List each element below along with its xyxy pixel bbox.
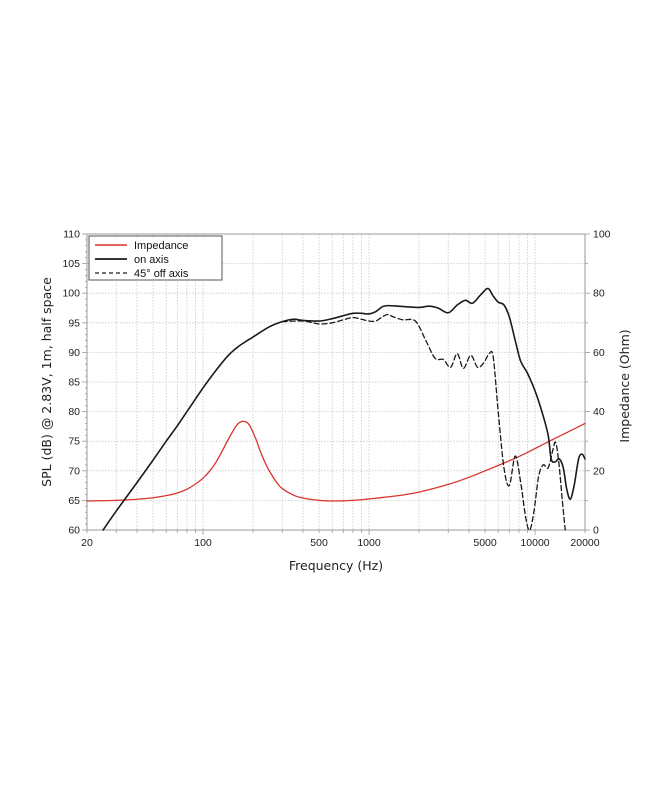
legend: Impedance on axis 45° off axis	[88, 235, 223, 281]
y-tick-label: 110	[63, 229, 80, 241]
x-tick-label: 20000	[570, 537, 599, 549]
y-tick-label: 105	[62, 258, 80, 270]
y-tick-label: 85	[68, 377, 80, 389]
y-tick-label: 90	[68, 347, 80, 359]
series-layer	[86, 287, 586, 531]
series-45-off-axis	[281, 313, 566, 531]
y2-tick-label: 100	[593, 229, 611, 241]
y2-tick-label: 20	[593, 465, 605, 477]
y-tick-label: 95	[68, 317, 80, 329]
y-tick-label: 60	[68, 525, 80, 537]
x-axis-title: Frequency (Hz)	[289, 558, 383, 573]
y-tick-label: 65	[68, 495, 80, 507]
y-tick-label: 70	[68, 465, 80, 477]
x-tick-label: 5000	[473, 537, 497, 549]
series-on-axis	[102, 287, 586, 531]
left-axis-ticks: 60 65 70 75 80 85 90 95 100 105 110	[62, 229, 87, 537]
y-tick-label: 100	[62, 288, 80, 300]
y2-tick-label: 0	[593, 525, 599, 537]
x-tick-label: 20	[81, 537, 93, 549]
y2-tick-label: 80	[593, 288, 605, 300]
grid-major	[87, 234, 585, 530]
y2-axis-title: Impedance (Ohm)	[617, 329, 632, 442]
y-tick-label: 80	[68, 406, 80, 418]
y2-tick-label: 40	[593, 406, 605, 418]
x-tick-label: 100	[194, 537, 212, 549]
x-axis-ticks: 20 100 500 1000 5000 10000 20000	[81, 530, 600, 549]
x-tick-label: 500	[310, 537, 328, 549]
y-axis-title: SPL (dB) @ 2.83V, 1m, half space	[39, 277, 54, 487]
legend-label-on-axis: on axis	[134, 254, 169, 266]
x-tick-label: 10000	[520, 537, 549, 549]
series-impedance	[86, 420, 586, 502]
legend-label-off-axis: 45° off axis	[134, 268, 189, 280]
y-tick-label: 75	[68, 436, 80, 448]
y2-tick-label: 60	[593, 347, 605, 359]
right-axis-ticks: 0 20 40 60 80 100	[585, 229, 611, 537]
x-tick-label: 1000	[357, 537, 381, 549]
legend-label-impedance: Impedance	[134, 240, 188, 252]
